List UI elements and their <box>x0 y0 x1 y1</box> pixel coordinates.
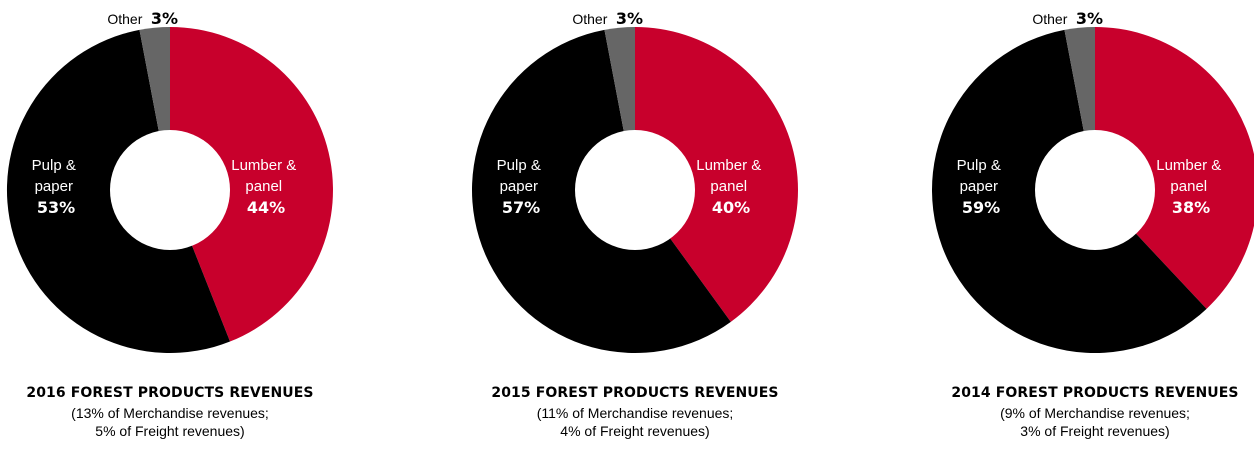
other-label: Other 3% <box>572 9 643 28</box>
donut-hole <box>110 130 230 250</box>
chart-subtitle-line2: 4% of Freight revenues) <box>560 423 710 439</box>
donut-2015: Other 3% Lumber & panel 40% Pulp & paper… <box>471 9 799 354</box>
chart-title: 2016 FOREST PRODUCTS REVENUES <box>26 385 314 401</box>
lumber-label: Lumber & panel 40% <box>696 157 766 217</box>
slice-lumber-panel <box>1095 27 1254 309</box>
chart-subtitle-line1: (9% of Merchandise revenues; <box>1000 405 1190 421</box>
donut-hole <box>1035 130 1155 250</box>
chart-subtitle-line1: (11% of Merchandise revenues; <box>536 405 734 421</box>
chart-subtitle-line2: 5% of Freight revenues) <box>95 423 245 439</box>
chart-2016: Other 3% Lumber & panel 44% Pulp & paper… <box>0 0 350 452</box>
chart-2015: Other 3% Lumber & panel 40% Pulp & paper… <box>455 0 815 452</box>
slice-lumber-panel <box>635 27 799 322</box>
donut-2016: Other 3% Lumber & panel 44% Pulp & paper… <box>6 9 333 354</box>
donut-hole <box>575 130 695 250</box>
donut-2014: Other 3% Lumber & panel 38% Pulp & paper… <box>931 9 1254 354</box>
chart-title: 2015 FOREST PRODUCTS REVENUES <box>491 385 779 401</box>
chart-title: 2014 FOREST PRODUCTS REVENUES <box>951 385 1239 401</box>
other-label: Other 3% <box>107 9 178 28</box>
other-label: Other 3% <box>1032 9 1103 28</box>
lumber-label: Lumber & panel 44% <box>231 157 301 217</box>
lumber-label: Lumber & panel 38% <box>1156 157 1226 217</box>
pulp-label: Pulp & paper 53% <box>32 157 81 217</box>
chart-subtitle-line1: (13% of Merchandise revenues; <box>71 405 269 421</box>
pulp-label: Pulp & paper 59% <box>957 157 1006 217</box>
pulp-label: Pulp & paper 57% <box>497 157 546 217</box>
slice-lumber-panel <box>170 27 333 342</box>
chart-2014: Other 3% Lumber & panel 38% Pulp & paper… <box>915 0 1254 452</box>
chart-subtitle-line2: 3% of Freight revenues) <box>1020 423 1170 439</box>
